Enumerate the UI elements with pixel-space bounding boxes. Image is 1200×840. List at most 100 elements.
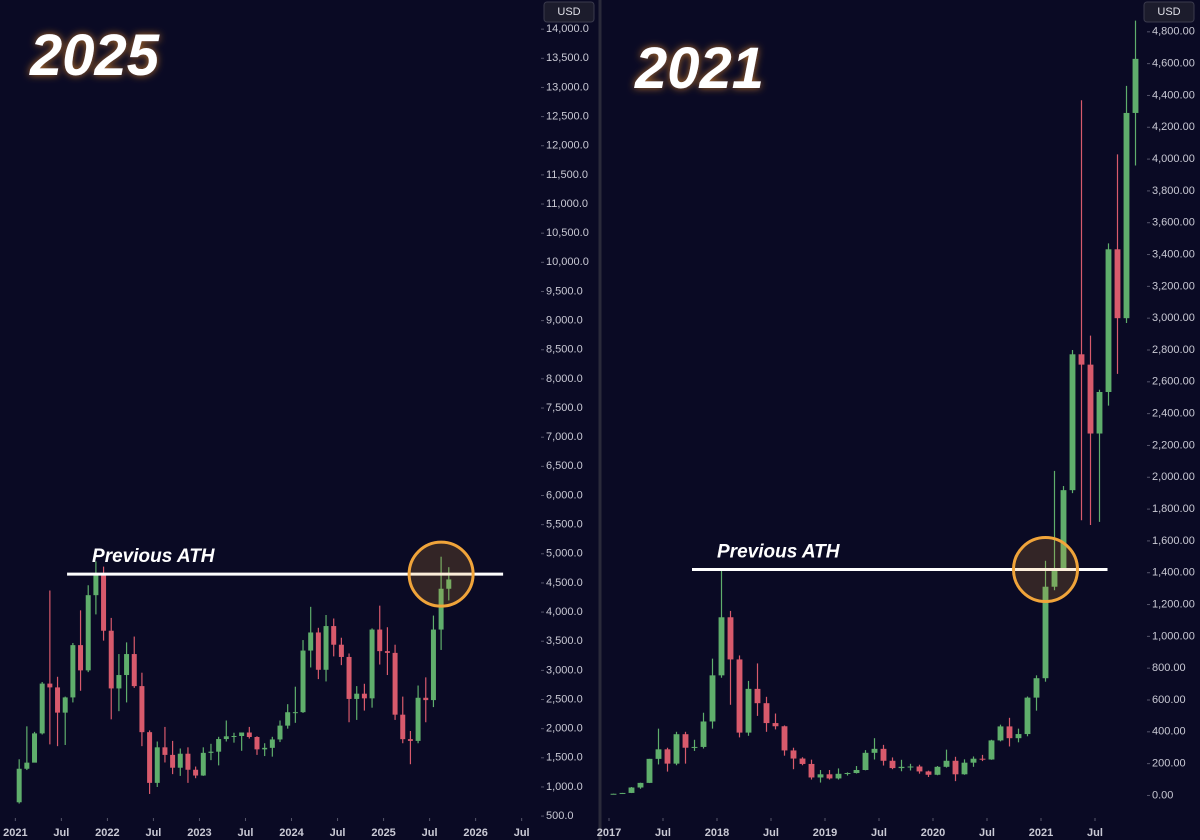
candle-body (790, 750, 797, 759)
candle-body (970, 758, 977, 763)
candle-body (871, 748, 878, 753)
y-tick-label: 2,800.00 (1152, 344, 1195, 356)
candle-body (154, 747, 160, 783)
y-tick-label: 3,400.00 (1152, 248, 1195, 260)
candle-body (1006, 726, 1013, 739)
candle-body (346, 656, 352, 699)
y-tick-label: 10,500.0 (546, 227, 589, 239)
candle-body (131, 654, 137, 687)
candle-body (430, 629, 436, 701)
candle-body (1078, 354, 1085, 365)
y-tick-label: 0.00 (1152, 789, 1173, 801)
y-tick-label: 1,400.00 (1152, 567, 1195, 579)
y-tick-label: 8,000.0 (546, 373, 583, 385)
candle-body (691, 746, 698, 748)
y-tick-label: 2,000.00 (1152, 471, 1195, 483)
candle-body (898, 766, 905, 769)
candle-body (262, 747, 268, 750)
ath-label: Previous ATH (92, 546, 216, 567)
x-tick-label: Jul (871, 827, 887, 839)
y-tick-label: 2,600.00 (1152, 376, 1195, 388)
y-tick-label: 6,000.0 (546, 489, 583, 501)
y-tick-label: 600.00 (1152, 694, 1186, 706)
candle-body (24, 762, 30, 769)
candle-body (1132, 58, 1139, 113)
highlight-circle (407, 540, 475, 608)
candle-body (139, 686, 145, 733)
candle-body (745, 688, 752, 733)
candle-body (952, 760, 959, 775)
candle-body (62, 697, 68, 713)
x-tick-label: Jul (422, 827, 438, 839)
currency-badge (1143, 1, 1195, 23)
candle-body (415, 697, 421, 741)
candle-body (997, 726, 1004, 741)
candle-body (400, 714, 406, 740)
candle-body (925, 771, 932, 775)
x-tick-label: 2020 (921, 827, 945, 839)
y-tick-label: 500.0 (546, 810, 574, 822)
candle-body (673, 734, 680, 764)
candle-body (853, 770, 860, 774)
x-tick-label: Jul (145, 827, 161, 839)
y-tick-label: 5,000.0 (546, 548, 583, 560)
y-tick-label: 4,200.00 (1152, 121, 1195, 133)
currency-label: USD (1157, 6, 1180, 18)
currency-badge (543, 1, 595, 23)
candle-body (147, 732, 153, 783)
candle-body (763, 703, 770, 724)
y-tick-label: 2,500.0 (546, 693, 583, 705)
y-tick-label: 7,000.0 (546, 431, 583, 443)
candle-body (1033, 678, 1040, 698)
x-tick-label: Jul (763, 827, 779, 839)
candle-body (331, 626, 337, 645)
y-tick-label: 11,000.0 (546, 198, 588, 210)
x-tick-label: 2021 (1029, 827, 1053, 839)
candle-body (354, 693, 360, 699)
candle-body (223, 736, 229, 740)
y-tick-label: 14,000.0 (546, 23, 589, 35)
candle-body (208, 751, 214, 753)
y-tick-label: 10,000.0 (546, 256, 589, 268)
x-tick-label: 2026 (463, 827, 487, 839)
y-tick-label: 5,500.0 (546, 519, 583, 531)
candle-body (101, 575, 107, 631)
candle-body (943, 760, 950, 767)
candle-body (1060, 490, 1067, 571)
candle-body (610, 793, 617, 795)
candle-body (718, 617, 725, 676)
candle-body (369, 629, 375, 699)
x-tick-label: 2025 (371, 827, 395, 839)
candle-body (438, 588, 444, 630)
candle-body (239, 732, 245, 737)
candle-body (808, 763, 815, 778)
x-tick-label: Jul (979, 827, 995, 839)
candle-body (254, 736, 260, 750)
y-tick-label: 1,500.0 (546, 752, 583, 764)
candle-body (979, 758, 986, 760)
candle-body (85, 595, 91, 671)
x-tick-label: 2017 (597, 827, 621, 839)
candle-body (384, 651, 390, 653)
candle-body (162, 747, 168, 755)
x-tick-label: 2018 (705, 827, 729, 839)
candle-body (736, 659, 743, 733)
candle-body (907, 766, 914, 768)
y-tick-label: 2,200.00 (1152, 439, 1195, 451)
y-tick-label: 3,600.00 (1152, 217, 1195, 229)
x-tick-label: 2023 (187, 827, 211, 839)
candle-body (754, 688, 761, 704)
y-tick-label: 3,000.0 (546, 664, 583, 676)
candle-body (300, 650, 306, 713)
y-tick-label: 3,200.00 (1152, 280, 1195, 292)
y-tick-label: 12,500.0 (546, 110, 589, 122)
candles (610, 20, 1139, 795)
candle-body (308, 632, 314, 651)
y-tick-label: 13,500.0 (546, 52, 589, 64)
candle-body (1096, 392, 1103, 434)
x-tick-label: Jul (655, 827, 671, 839)
currency-label: USD (557, 6, 580, 18)
x-tick-label: Jul (330, 827, 346, 839)
